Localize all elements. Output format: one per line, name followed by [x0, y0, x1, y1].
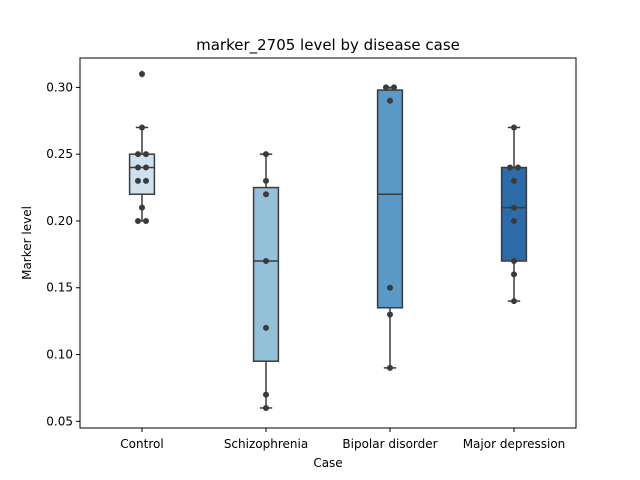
box-schizophrenia [252, 153, 280, 409]
y-tick-label: 0.05 [46, 414, 73, 428]
data-point [139, 124, 145, 131]
data-point [135, 217, 141, 224]
data-point [387, 97, 393, 104]
box-body [376, 89, 404, 309]
y-tick-label: 0.30 [46, 80, 73, 94]
y-tick-label: 0.25 [46, 147, 73, 161]
chart-title: marker_2705 level by disease case [196, 36, 460, 55]
x-tick-label: Schizophrenia [224, 437, 308, 451]
points-layer [135, 71, 521, 411]
data-point [391, 84, 397, 91]
points-bipolar-disorder [383, 84, 397, 371]
box-body [252, 186, 280, 362]
points-schizophrenia [263, 151, 269, 411]
data-point [263, 177, 269, 184]
data-point [511, 271, 517, 278]
data-point [263, 191, 269, 198]
data-point [383, 84, 389, 91]
y-axis: 0.05 0.10 0.15 0.20 0.25 0.30 [46, 80, 80, 428]
x-tick-label: Control [120, 437, 163, 451]
box-bipolar-disorder [376, 86, 404, 369]
data-point [143, 217, 149, 224]
x-axis: Control Schizophrenia Bipolar disorder Majo… [120, 428, 565, 451]
data-point [511, 217, 517, 224]
points-major-depression [507, 124, 521, 305]
data-point [143, 151, 149, 158]
data-point [387, 364, 393, 371]
data-point [507, 164, 513, 171]
data-point [511, 298, 517, 305]
data-point [135, 151, 141, 158]
boxes-layer [128, 70, 528, 409]
data-point [263, 151, 269, 158]
data-point [139, 204, 145, 211]
data-point [263, 258, 269, 265]
y-tick-label: 0.20 [46, 214, 73, 228]
y-axis-label: Marker level [20, 206, 34, 280]
data-point [511, 204, 517, 211]
data-point [263, 391, 269, 398]
data-point [387, 311, 393, 318]
x-axis-label: Case [313, 456, 342, 470]
data-point [511, 124, 517, 131]
data-point [139, 71, 145, 78]
data-point [263, 404, 269, 411]
box-body [128, 153, 156, 195]
plot-frame [79, 57, 577, 429]
data-point [511, 258, 517, 265]
data-point [511, 177, 517, 184]
x-tick-label: Bipolar disorder [342, 437, 437, 451]
data-point [143, 164, 149, 171]
points-control [135, 71, 149, 224]
data-point [143, 177, 149, 184]
data-point [135, 164, 141, 171]
data-point [387, 284, 393, 291]
y-tick-label: 0.10 [46, 348, 73, 362]
y-tick-label: 0.15 [46, 281, 73, 295]
box-control [128, 70, 156, 222]
data-point [263, 324, 269, 331]
data-point [135, 177, 141, 184]
x-tick-label: Major depression [463, 437, 566, 451]
data-point [515, 164, 521, 171]
